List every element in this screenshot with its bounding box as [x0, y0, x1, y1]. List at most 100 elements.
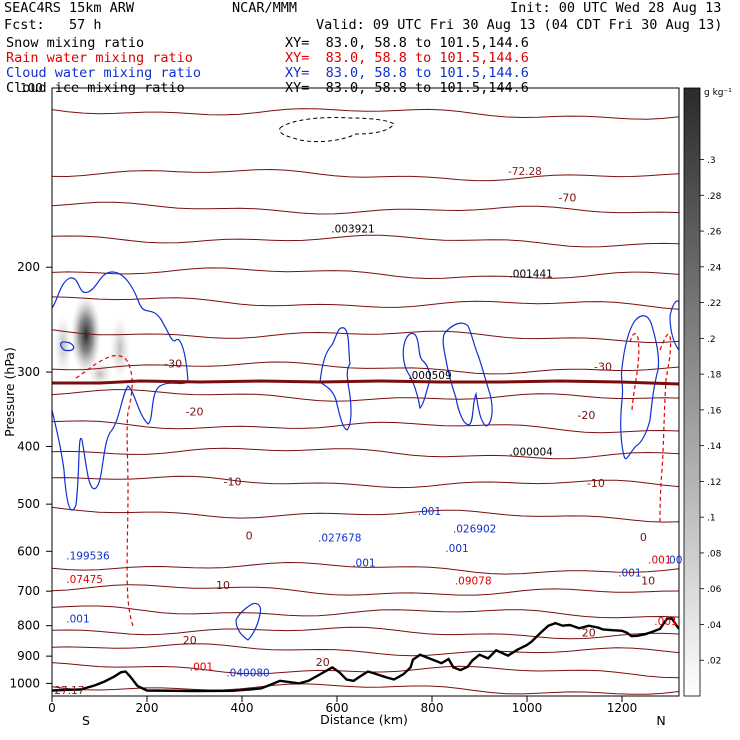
- maximum-label: .001: [654, 616, 677, 628]
- isotherm-line: [52, 475, 679, 489]
- cloud-core-shading: [71, 295, 101, 375]
- isotherm-line: [52, 561, 679, 575]
- x-tick-label: 1200: [607, 701, 638, 715]
- x-axis-title: Distance (km): [320, 712, 408, 727]
- rain-water-contour: [629, 333, 640, 413]
- colorbar-tick-label: .22: [707, 299, 721, 309]
- isotherm-line: [52, 201, 679, 215]
- cloud-shading-left: [54, 315, 72, 375]
- field-name-cloud-water: Cloud water mixing ratio: [6, 65, 202, 81]
- x-axis: 0 200 400 600 800 1000 1200: [48, 696, 637, 715]
- colorbar: g kg⁻¹ .02 .04 .06 .08 .1 .12 .14 .16 .18 .2 .22 .2…: [683, 87, 732, 697]
- maximum-label: .001: [352, 557, 375, 569]
- maximum-label: -72.28: [508, 166, 542, 178]
- y-tick-label: 200: [17, 260, 40, 274]
- y-tick-label: 300: [17, 365, 40, 379]
- maximum-label: .001: [648, 555, 671, 567]
- maximum-label: .040080: [226, 667, 269, 679]
- colorbar-tick-label: .16: [707, 406, 722, 416]
- center-title: NCAR/MMM: [232, 0, 298, 16]
- valid-time: Valid: 09 UTC Fri 30 Aug 13 (04 CDT Fri …: [316, 17, 723, 33]
- isotherm-line: [52, 267, 679, 280]
- isotherm-line: [52, 626, 679, 640]
- end-label-north: N: [656, 713, 665, 728]
- x-tick-label: 400: [231, 701, 254, 715]
- colorbar-tick-label: .2: [707, 335, 716, 345]
- colorbar-tick-label: .08: [707, 549, 722, 559]
- cloud-water-contour: [52, 271, 189, 511]
- temperature-contour-label: -20: [577, 409, 595, 422]
- colorbar-tick-label: .14: [707, 442, 722, 452]
- model-title: SEAC4RS 15km ARW: [4, 0, 135, 16]
- maximum-label: .001441: [509, 268, 552, 280]
- temperature-contour-label: -30: [594, 360, 612, 373]
- y-tick-label: 900: [17, 649, 40, 663]
- maximum-label: .001: [666, 555, 689, 567]
- colorbar-tick-label: .26: [707, 228, 722, 238]
- isotherm-line: [52, 584, 679, 596]
- maximum-label: .026902: [453, 524, 496, 536]
- y-tick-label: 600: [17, 544, 40, 558]
- rain-water-contour: [75, 355, 135, 629]
- y-tick-label: 800: [17, 619, 40, 633]
- cloud-shading-right: [110, 316, 130, 380]
- x-tick-label: 600: [326, 701, 349, 715]
- y-tick-label: 1000: [9, 676, 40, 690]
- temperature-contour-label: -10: [224, 475, 242, 488]
- field-name-snow: Snow mixing ratio: [6, 35, 145, 51]
- cloud-water-contour: [442, 322, 493, 427]
- field-name-rain: Rain water mixing ratio: [6, 50, 193, 66]
- isotherm-line: [52, 168, 679, 182]
- colorbar-tick-label: .3: [707, 156, 716, 166]
- y-tick-label: 700: [17, 584, 40, 598]
- isotherm-line: [52, 234, 679, 248]
- temperature-contour-label: -30: [164, 358, 182, 371]
- y-tick-label: 400: [17, 439, 40, 453]
- isotherm-line: [52, 643, 679, 657]
- isotherm-line: [52, 605, 679, 619]
- y-tick-label-top: 100: [20, 81, 43, 95]
- isotherm-line: [52, 683, 679, 695]
- forecast-hour: Fcst: 57 h: [4, 17, 102, 33]
- maximum-label: .09078: [455, 575, 492, 587]
- y-tick-label: 500: [17, 497, 40, 511]
- end-label-south: S: [82, 713, 90, 728]
- zero-degree-isotherm: [52, 379, 679, 386]
- temperature-contour-label: 0: [246, 529, 253, 542]
- field-xy-cloud-water: XY= 83.0, 58.8 to 101.5,144.6: [285, 65, 529, 81]
- temperature-contour-label: 20: [582, 626, 596, 639]
- maxima-labels: .003921 .001441 .000509 .000004 .027678 .0269…: [54, 166, 689, 697]
- cloud-ice-contour: [279, 117, 395, 143]
- colorbar-ramp: [683, 87, 701, 697]
- cloud-water-contour: [60, 341, 75, 352]
- maximum-label: .001: [66, 613, 89, 625]
- temperature-contour-label: 20: [316, 656, 330, 669]
- maximum-label: .003921: [331, 224, 374, 236]
- maximum-label: .027678: [318, 533, 361, 545]
- temperature-contour-label: -70: [558, 191, 576, 204]
- temperature-contour-label: -10: [587, 477, 605, 490]
- maximum-label: .07475: [66, 574, 103, 586]
- field-xy-rain: XY= 83.0, 58.8 to 101.5,144.6: [285, 50, 529, 66]
- contour-labels: -70 -30 -30 -20 -20 -10 -10 0 0 10 10 20 20 20: [164, 191, 655, 669]
- isotherm-line: [52, 447, 679, 460]
- x-tick-label: 0: [48, 701, 56, 715]
- colorbar-tick-label: .04: [707, 621, 722, 631]
- temperature-contour-label: -20: [186, 406, 204, 419]
- colorbar-tick-label: .24: [707, 263, 722, 273]
- maximum-label: .199536: [66, 550, 110, 562]
- x-tick-label: 800: [421, 701, 444, 715]
- cloud-water-contour: [620, 315, 660, 460]
- maximum-label: .001: [618, 567, 641, 579]
- field-xy-snow: XY= 83.0, 58.8 to 101.5,144.6: [285, 35, 529, 51]
- colorbar-unit: g kg⁻¹: [704, 88, 732, 98]
- temperature-contour-label: 10: [216, 579, 230, 592]
- y-axis-title: Pressure (hPa): [2, 347, 17, 437]
- maximum-label: .000004: [509, 446, 553, 458]
- colorbar-tick-label: .02: [707, 657, 721, 667]
- init-time: Init: 00 UTC Wed 28 Aug 13: [510, 0, 722, 16]
- maximum-label: .001: [445, 543, 468, 555]
- isotherm-line: [52, 662, 679, 679]
- colorbar-tick-label: .18: [707, 371, 722, 381]
